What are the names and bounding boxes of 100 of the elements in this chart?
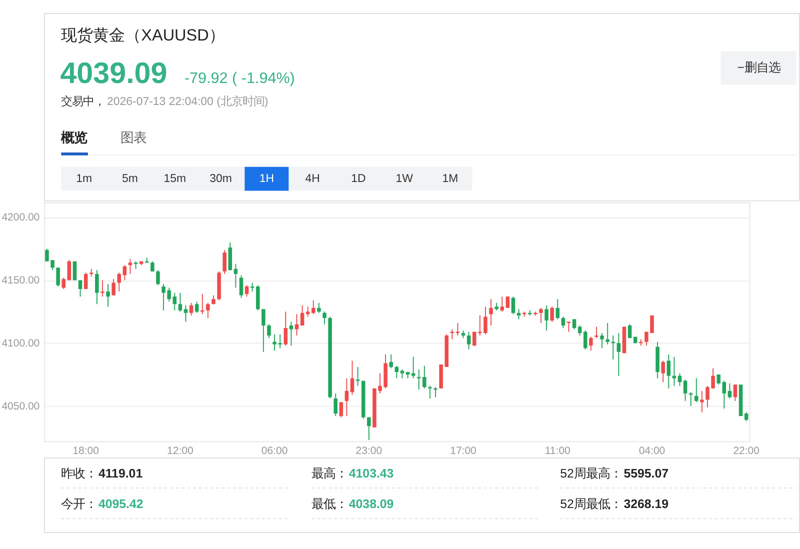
- text: 4039.09: [60, 56, 168, 90]
- text: 图表: [120, 130, 146, 146]
- text: 昨收：: [61, 466, 98, 481]
- text: 今开：: [61, 497, 98, 512]
- candlestick: [389, 354, 393, 369]
- candlestick: [312, 300, 316, 315]
- y-tick-label: 4100.00: [2, 337, 40, 350]
- candlestick: [544, 304, 548, 332]
- text: 5m: [122, 173, 138, 186]
- text: 最低：: [312, 497, 348, 512]
- candlestick: [683, 379, 688, 402]
- candlestick: [572, 318, 576, 330]
- candlestick: [733, 384, 738, 402]
- candlestick: [556, 298, 560, 320]
- candlestick: [117, 272, 122, 292]
- candlestick: [84, 272, 88, 290]
- x-tick-label: 06:00: [261, 445, 288, 458]
- x-tick-label: 12:00: [167, 445, 194, 458]
- text: 1H: [259, 173, 274, 186]
- candlestick: [350, 360, 354, 396]
- text: 4038.09: [348, 497, 394, 512]
- text: 52周最低：: [560, 497, 622, 512]
- candlestick: [317, 302, 321, 314]
- text: 4103.43: [348, 466, 394, 481]
- candlestick: [150, 260, 154, 272]
- text: 52周最高：: [560, 466, 622, 481]
- candlestick: [511, 296, 516, 315]
- candlestick: [294, 314, 299, 336]
- text: 30m: [210, 173, 232, 186]
- x-tick-label: 11:00: [544, 445, 571, 458]
- candlestick: [156, 270, 160, 286]
- candlestick: [566, 321, 571, 332]
- candlestick: [62, 277, 66, 290]
- text: 1M: [442, 173, 458, 186]
- text: 4H: [305, 173, 320, 186]
- text: 5595.07: [624, 466, 669, 481]
- candlestick: [606, 322, 610, 345]
- candlestick: [661, 360, 665, 383]
- candlestick: [516, 308, 521, 320]
- x-tick-label: 18:00: [72, 445, 100, 458]
- candlestick: [339, 402, 344, 418]
- candlestick: [539, 307, 543, 324]
- x-tick-label: 22:00: [733, 445, 760, 458]
- candlestick: [428, 385, 432, 399]
- candlestick: [561, 316, 566, 328]
- text: -79.92 ( -1.94%): [184, 70, 295, 87]
- candlestick: [322, 311, 326, 325]
- text: 最高：: [312, 466, 348, 481]
- candlestick: [722, 380, 726, 409]
- candlestick: [500, 296, 504, 312]
- candlestick: [67, 260, 72, 281]
- candlestick: [506, 296, 510, 308]
- text: 2026-07-13 22:04:00 (北京时间): [107, 94, 268, 108]
- candlestick: [356, 366, 360, 386]
- candlestick: [222, 250, 226, 274]
- text: 3268.19: [624, 497, 669, 512]
- candlestick: [256, 284, 260, 311]
- candlestick: [112, 278, 116, 296]
- candlestick: [583, 330, 588, 350]
- candlestick: [489, 298, 493, 326]
- x-tick-label: 17:00: [450, 445, 477, 458]
- candlestick: [344, 378, 349, 417]
- candlestick: [289, 321, 294, 346]
- candlestick: [284, 311, 288, 346]
- candlestick: [306, 306, 310, 318]
- text: 1D: [351, 173, 366, 186]
- candlestick: [694, 378, 698, 403]
- candlestick: [394, 365, 399, 379]
- candlestick: [416, 369, 421, 390]
- chart-title: 现货黄金（XAUUSD）: [61, 26, 225, 45]
- candlestick: [300, 304, 304, 326]
- candlestick: [206, 302, 210, 318]
- candlestick: [367, 416, 371, 440]
- candlestick: [189, 302, 194, 316]
- candlestick: [178, 292, 182, 312]
- text: 4119.01: [98, 466, 143, 481]
- candlestick: [128, 258, 132, 274]
- y-tick-label: 4050.00: [2, 400, 40, 412]
- candlestick: [334, 392, 338, 417]
- text: 交易中，: [61, 94, 106, 108]
- candlestick: [267, 324, 271, 339]
- candlestick: [100, 280, 104, 298]
- candlestick: [672, 356, 676, 386]
- text: −删自选: [737, 60, 781, 74]
- candlestick: [600, 332, 604, 349]
- candlestick: [716, 374, 720, 386]
- candlestick: [228, 242, 232, 271]
- candlestick: [666, 354, 671, 389]
- candlestick: [194, 301, 199, 314]
- candlestick: [700, 390, 704, 413]
- x-tick-label: 04:00: [638, 445, 666, 458]
- text: 1m: [76, 173, 92, 186]
- candlestick: [106, 284, 110, 308]
- text: 15m: [164, 173, 186, 186]
- candlestick: [422, 365, 426, 389]
- candlestick: [56, 267, 60, 287]
- candlestick: [550, 306, 554, 322]
- candlestick: [411, 356, 416, 379]
- candlestick: [78, 280, 82, 298]
- text: 概览: [60, 130, 88, 146]
